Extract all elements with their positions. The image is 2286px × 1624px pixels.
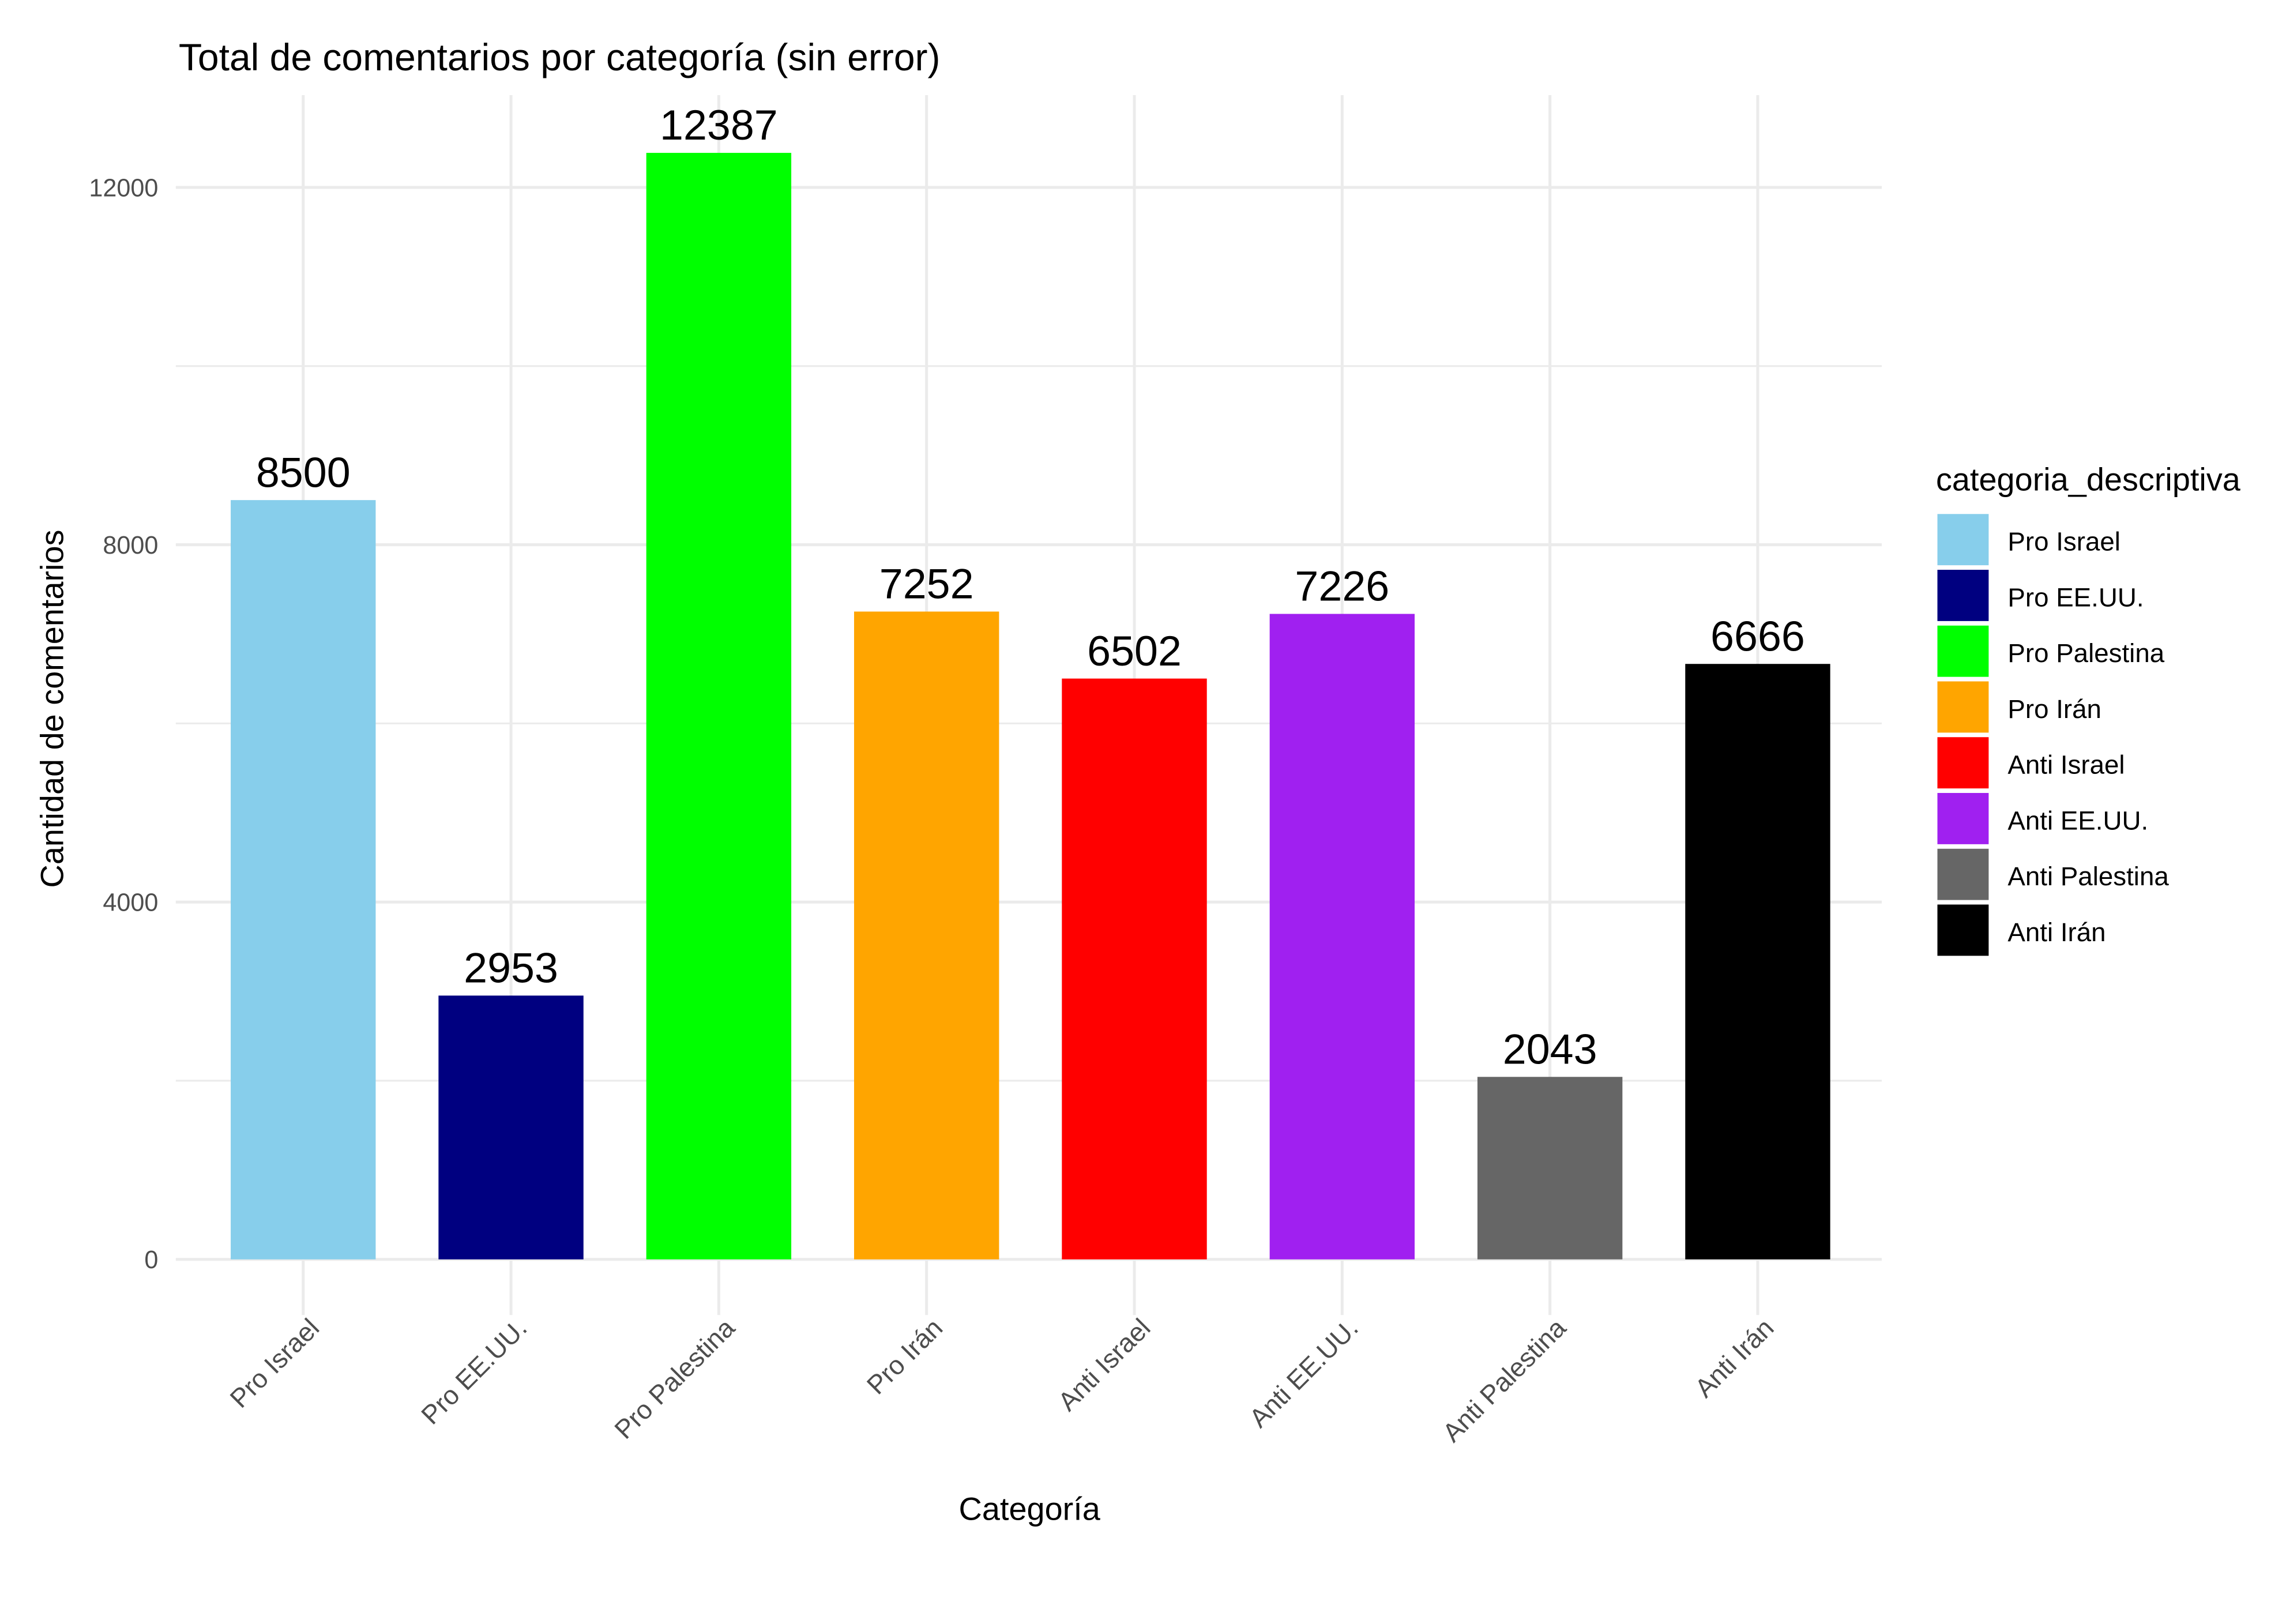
data-label: 6666: [1710, 612, 1805, 660]
bar-pro-ir-n: [854, 611, 999, 1260]
y-tick-label: 8000: [103, 532, 158, 559]
legend-key: [1937, 681, 1989, 733]
bar-anti-palestina: [1477, 1077, 1623, 1260]
legend-label: Pro Palestina: [2007, 638, 2164, 668]
bar-anti-ee-uu-: [1269, 614, 1415, 1260]
y-axis: 0 4000 8000 12000: [89, 174, 158, 1274]
legend-label: Anti Palestina: [2007, 862, 2169, 891]
legend-key: [1937, 904, 1989, 956]
y-tick-label: 12000: [89, 174, 158, 202]
data-label: 8500: [256, 448, 351, 496]
data-label: 2953: [464, 943, 558, 991]
legend-key: [1937, 848, 1989, 900]
data-label: 7252: [879, 560, 974, 608]
bar-pro-ee-uu-: [438, 995, 584, 1260]
y-axis-title: Cantidad de comentarios: [33, 529, 70, 888]
data-label: 7226: [1295, 562, 1389, 610]
legend-label: Anti Israel: [2007, 750, 2125, 780]
legend-label: Pro Irán: [2007, 694, 2101, 724]
y-tick-label: 0: [144, 1246, 158, 1274]
data-label: 6502: [1087, 627, 1182, 675]
legend-key: [1937, 737, 1989, 789]
legend-label: Anti EE.UU.: [2007, 806, 2148, 835]
legend-key: [1937, 792, 1989, 844]
y-tick-label: 4000: [103, 889, 158, 916]
legend-label: Anti Irán: [2007, 918, 2105, 947]
legend: categoria_descriptiva Pro Israel Pro EE.U…: [1936, 461, 2241, 956]
x-axis-title: Categoría: [959, 1491, 1101, 1527]
data-label: 12387: [660, 101, 778, 149]
legend-title: categoria_descriptiva: [1936, 461, 2241, 498]
bars: [231, 153, 1830, 1260]
bar-anti-israel: [1062, 678, 1207, 1260]
legend-label: Pro Israel: [2007, 527, 2120, 557]
legend-key: [1937, 570, 1989, 621]
bar-pro-palestina: [646, 153, 792, 1260]
bar-pro-israel: [231, 500, 376, 1260]
data-label: 2043: [1503, 1025, 1597, 1073]
legend-key: [1937, 625, 1989, 677]
bar-anti-ir-n: [1685, 664, 1830, 1260]
legend-key: [1937, 514, 1989, 566]
legend-label: Pro EE.UU.: [2007, 582, 2144, 612]
chart-title: Total de comentarios por categoría (sin …: [179, 36, 941, 78]
data-labels: 8500 2953 12387 7252 6502 7226 2043 6666: [256, 101, 1805, 1073]
